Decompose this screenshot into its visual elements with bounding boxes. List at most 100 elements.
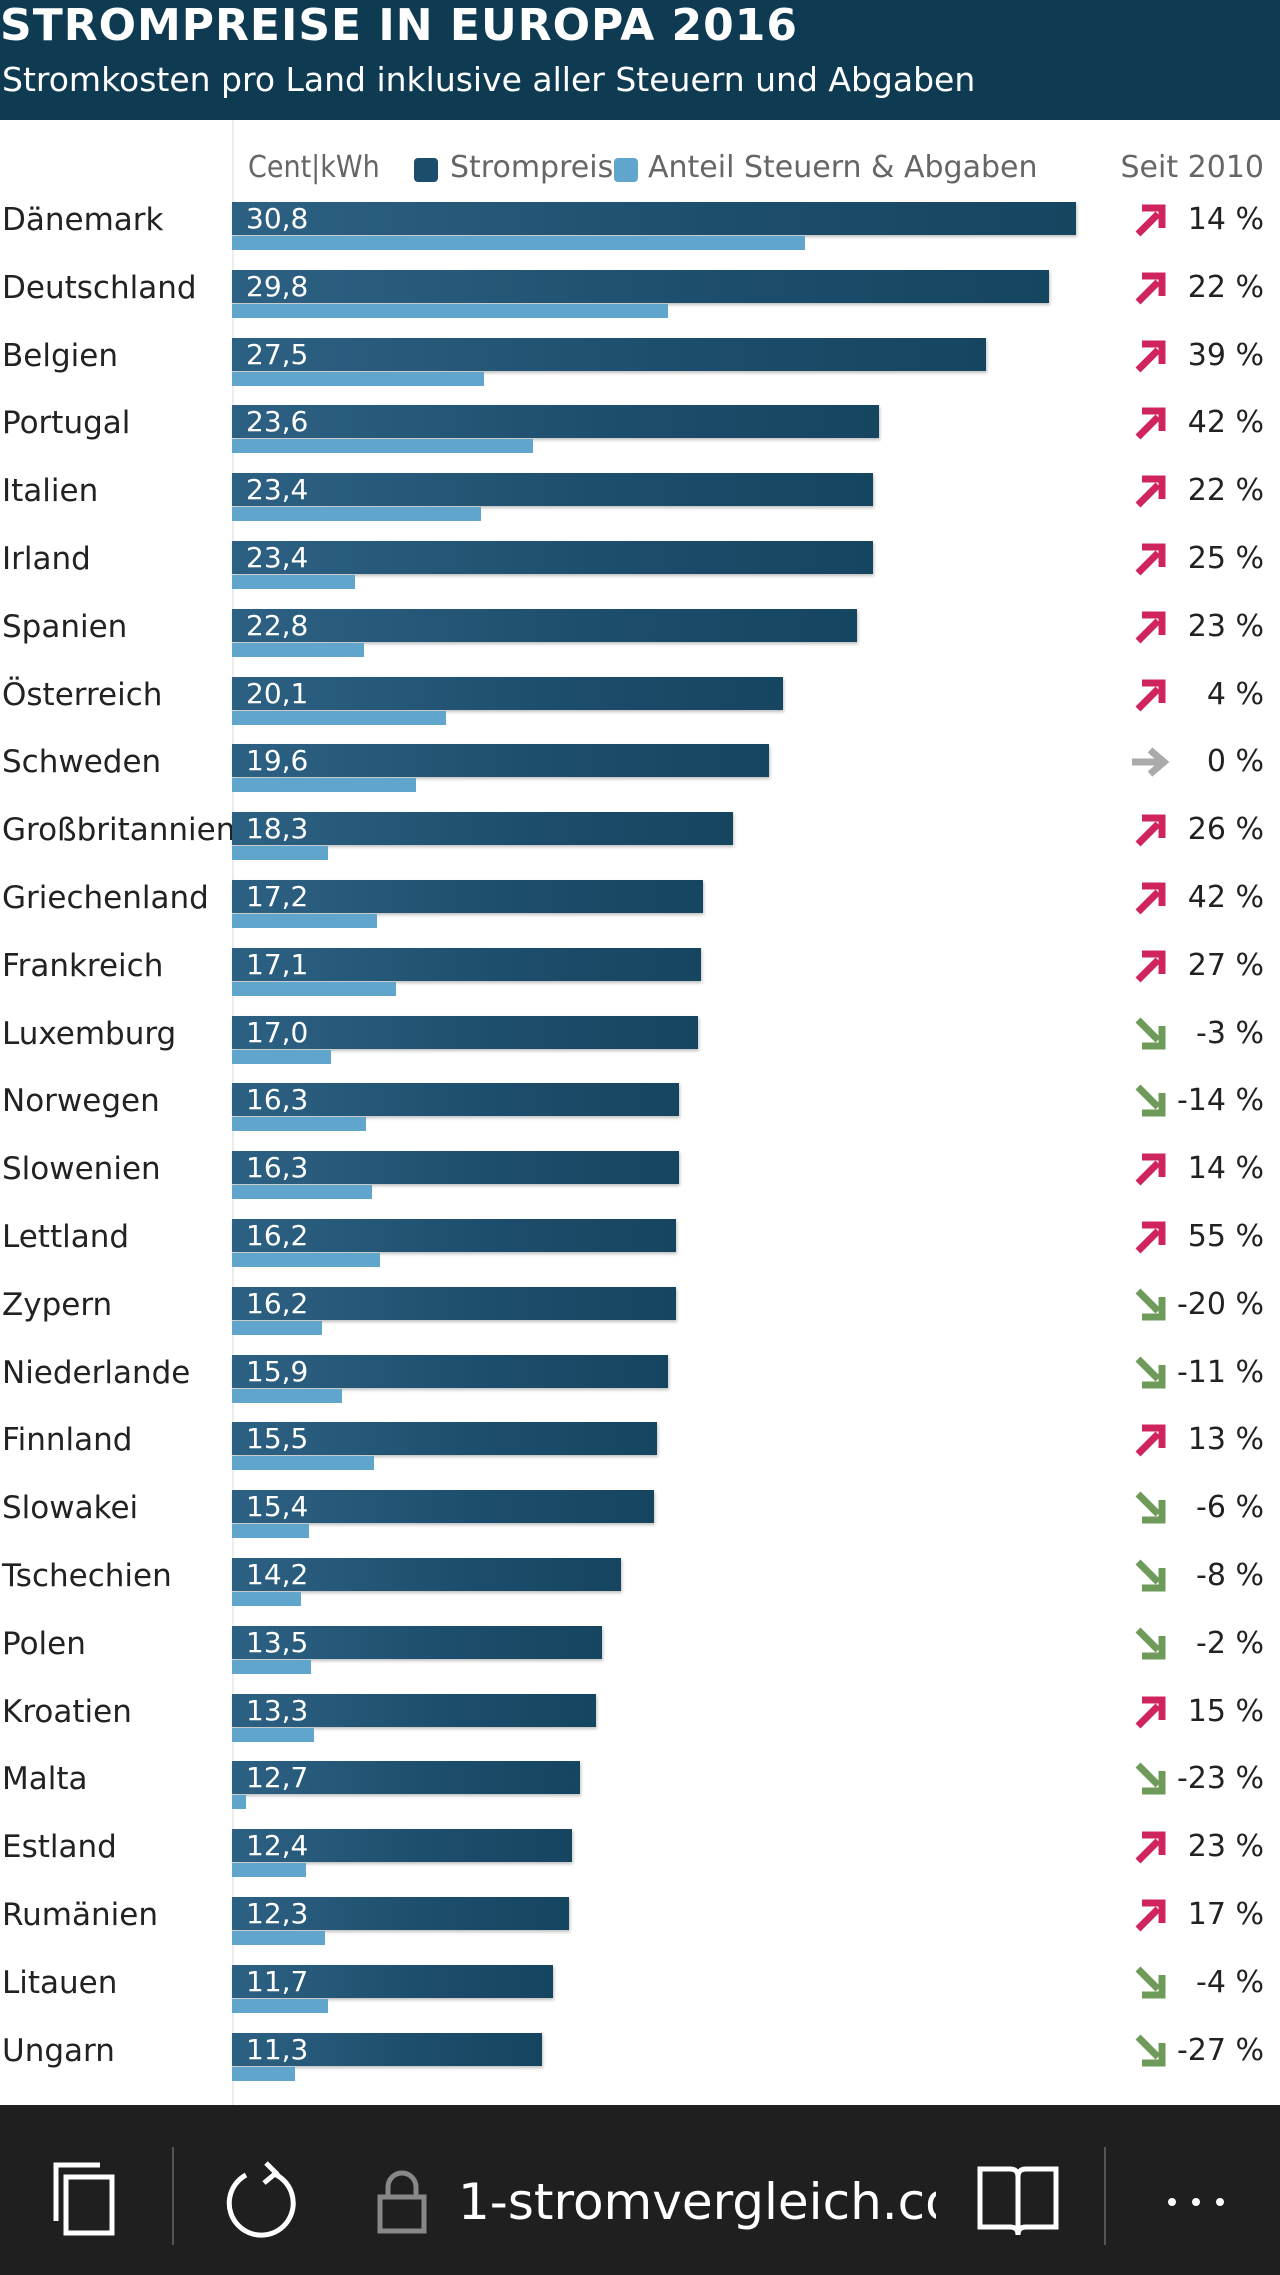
change-label: 39 %	[1187, 337, 1264, 373]
bar-strompreis: 17,2	[232, 880, 703, 913]
change-label: 15 %	[1187, 1693, 1264, 1729]
chart-header: STROMPREISE IN EUROPA 2016 Stromkosten p…	[0, 0, 1280, 120]
data-label: 13,5	[246, 1625, 309, 1659]
category-label: Schweden	[2, 744, 162, 781]
arrow-up-icon	[1135, 950, 1166, 983]
bar-steuern	[232, 1795, 246, 1810]
data-label: 13,3	[246, 1693, 309, 1727]
chart-row: Tschechien 14,2 -8 %	[0, 1554, 1280, 1622]
arrow-up-icon	[1135, 204, 1166, 237]
bar-chart: Cent|kWh Strompreis Anteil Steuern & Abg…	[0, 120, 1280, 2105]
bar-strompreis: 11,7	[232, 1964, 553, 1998]
data-label: 16,3	[246, 1151, 309, 1185]
arrow-up-icon	[1135, 407, 1166, 440]
chart-row: Luxemburg 17,0 -3 %	[0, 1012, 1280, 1080]
bar-steuern	[232, 1659, 311, 1674]
chart-row: Rumänien 12,3 17 %	[0, 1893, 1280, 1961]
bar-steuern	[232, 1117, 366, 1132]
chart-row: Slowakei 15,4 -6 %	[0, 1486, 1280, 1554]
chart-row: Niederlande 15,9 -11 %	[0, 1351, 1280, 1419]
arrow-up-icon	[1135, 272, 1166, 305]
bar-steuern	[232, 2066, 295, 2081]
more-icon[interactable]	[1166, 2195, 1226, 2209]
arrow-down-icon	[1135, 1762, 1166, 1795]
arrow-down-icon	[1135, 1288, 1166, 1321]
change-label: -23 %	[1176, 1761, 1264, 1797]
bar-strompreis: 18,3	[232, 812, 733, 846]
reload-icon[interactable]	[220, 2161, 300, 2241]
data-label: 17,2	[246, 880, 309, 913]
change-label: 55 %	[1187, 1219, 1264, 1254]
category-label: Rumänien	[2, 1897, 158, 1933]
chart-row: Österreich 20,1 4 %	[0, 673, 1280, 741]
change-label: -8 %	[1196, 1558, 1264, 1593]
bar-steuern	[232, 507, 481, 522]
chart-row: Griechenland 17,2 42 %	[0, 876, 1280, 944]
data-label: 14,2	[246, 1558, 309, 1591]
data-label: 12,3	[246, 1897, 309, 1930]
bar-steuern	[232, 1931, 325, 1945]
change-label: 14 %	[1187, 1151, 1264, 1187]
change-label: 4 %	[1206, 676, 1264, 712]
arrow-right-icon	[1132, 747, 1170, 778]
data-label: 20,1	[246, 676, 309, 710]
bar-strompreis: 19,6	[232, 744, 769, 778]
change-label: 0 %	[1206, 744, 1264, 780]
bar-steuern	[232, 1320, 322, 1335]
category-label: Polen	[2, 1625, 86, 1662]
change-label: 17 %	[1187, 1897, 1264, 1932]
legend: Cent|kWh Strompreis Anteil Steuern & Abg…	[0, 146, 1280, 196]
toolbar-divider	[1104, 2147, 1106, 2245]
chart-row: Deutschland 29,8 22 %	[0, 266, 1280, 334]
category-label: Spanien	[2, 608, 128, 645]
arrow-down-icon	[1135, 1491, 1166, 1524]
data-label: 16,2	[246, 1286, 309, 1320]
category-label: Ungarn	[2, 2032, 115, 2069]
bar-steuern	[232, 303, 668, 318]
arrow-up-icon	[1135, 543, 1166, 576]
arrow-up-icon	[1135, 814, 1166, 847]
change-label: 22 %	[1187, 269, 1264, 305]
category-label: Frankreich	[2, 947, 164, 984]
arrow-up-icon	[1135, 475, 1166, 508]
category-label: Deutschland	[2, 269, 197, 306]
data-label: 15,4	[246, 1490, 309, 1524]
bar-steuern	[232, 1592, 301, 1606]
url-field[interactable]: 1-stromvergleich.com	[458, 2173, 936, 2231]
arrow-down-icon	[1135, 1627, 1166, 1660]
category-label: Griechenland	[2, 880, 209, 916]
arrow-down-icon	[1135, 1084, 1166, 1117]
arrow-down-icon	[1135, 1356, 1166, 1389]
bar-strompreis: 20,1	[232, 676, 783, 710]
data-label: 15,9	[246, 1354, 309, 1388]
reader-icon[interactable]	[976, 2163, 1060, 2239]
browser-toolbar: 1-stromvergleich.com	[0, 2105, 1280, 2275]
data-label: 23,4	[246, 473, 309, 507]
data-label: 15,5	[246, 1422, 309, 1456]
bar-strompreis: 16,3	[232, 1151, 679, 1185]
legend-label-steuern: Anteil Steuern & Abgaben	[648, 150, 1038, 185]
bar-strompreis: 23,4	[232, 541, 873, 574]
tabs-icon[interactable]	[52, 2161, 118, 2237]
bar-strompreis: 15,5	[232, 1422, 657, 1456]
data-label: 17,0	[246, 1015, 309, 1049]
data-label: 29,8	[246, 269, 309, 303]
bar-steuern	[232, 1456, 374, 1471]
category-label: Österreich	[2, 676, 163, 713]
arrow-up-icon	[1135, 1424, 1166, 1457]
category-label: Tschechien	[2, 1558, 172, 1594]
arrow-up-icon	[1135, 1221, 1166, 1254]
category-label: Litauen	[2, 1964, 118, 2001]
unit-label: Cent|kWh	[248, 150, 380, 185]
bar-steuern	[232, 371, 484, 386]
chart-row: Norwegen 16,3 -14 %	[0, 1079, 1280, 1147]
chart-title: STROMPREISE IN EUROPA 2016	[0, 0, 799, 51]
lock-icon	[377, 2170, 427, 2234]
bar-steuern	[232, 778, 416, 793]
change-label: 13 %	[1187, 1422, 1264, 1458]
change-header: Seit 2010	[1120, 150, 1264, 185]
bar-strompreis: 15,9	[232, 1354, 668, 1388]
chart-row: Portugal 23,6 42 %	[0, 401, 1280, 469]
arrow-up-icon	[1135, 1696, 1166, 1729]
change-label: 42 %	[1187, 405, 1264, 441]
